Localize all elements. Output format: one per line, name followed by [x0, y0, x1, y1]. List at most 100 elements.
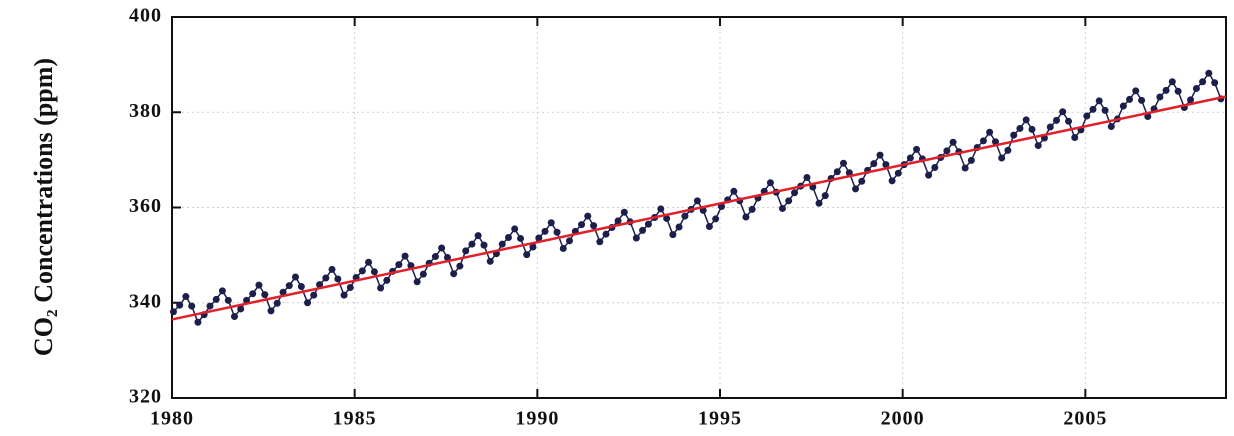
data-point [249, 290, 257, 298]
data-point [498, 240, 506, 248]
data-point [1205, 69, 1213, 77]
data-point [1187, 96, 1195, 104]
data-point [310, 291, 318, 299]
data-point [1028, 125, 1036, 133]
data-point [188, 302, 196, 310]
data-point [456, 262, 464, 270]
data-point [230, 313, 238, 321]
data-point [644, 220, 652, 228]
x-tick-label: 1980 [150, 408, 194, 430]
data-point [431, 253, 439, 261]
y-tick-label: 400 [129, 5, 162, 27]
data-point [438, 244, 446, 252]
data-point [255, 281, 263, 289]
data-point [791, 189, 799, 197]
data-point [328, 265, 336, 273]
data-point [979, 137, 987, 145]
data-point [766, 179, 774, 187]
data-point [1059, 108, 1067, 116]
data-point [322, 274, 330, 282]
data-point [279, 288, 287, 296]
data-point [998, 154, 1006, 162]
data-point [943, 147, 951, 155]
data-point [833, 168, 841, 176]
data-point [1119, 102, 1127, 110]
data-point [705, 223, 713, 231]
data-point [285, 282, 293, 290]
data-point [620, 208, 628, 216]
x-tick-label: 1985 [333, 408, 377, 430]
y-axis-label: CO₂ Concentrations (ppm) [29, 58, 58, 356]
y-tick-label: 340 [129, 290, 162, 312]
x-tick-label: 1995 [698, 408, 742, 430]
data-point [913, 145, 921, 153]
data-point [906, 154, 914, 162]
data-point [1065, 117, 1073, 125]
data-point [297, 283, 305, 291]
data-point [986, 128, 994, 136]
data-point [517, 234, 525, 242]
data-point [1052, 116, 1060, 124]
data-point [1101, 106, 1109, 114]
data-point [1211, 79, 1219, 87]
data-point [176, 301, 184, 309]
data-point [876, 151, 884, 159]
data-point [894, 169, 902, 177]
data-point [182, 293, 190, 301]
data-point [273, 299, 281, 307]
y-tick-label: 360 [129, 195, 162, 217]
data-point [785, 197, 793, 205]
data-point [845, 169, 853, 177]
data-point [383, 276, 391, 284]
data-point [693, 197, 701, 205]
data-point [1046, 123, 1054, 131]
data-point [578, 221, 586, 229]
data-point [730, 187, 738, 195]
data-point [639, 226, 647, 234]
data-point [340, 291, 348, 299]
data-point [1199, 78, 1207, 86]
data-point [169, 308, 177, 316]
data-point [1016, 124, 1024, 132]
data-point [413, 278, 421, 286]
y-tick-label: 320 [129, 386, 162, 408]
data-point [365, 258, 373, 266]
data-point [462, 247, 470, 255]
data-point [931, 163, 939, 171]
data-point [443, 254, 451, 262]
data-point [395, 261, 403, 269]
data-point [480, 241, 488, 249]
data-point [486, 257, 494, 265]
data-point [778, 204, 786, 212]
data-point [821, 192, 829, 200]
data-point [523, 251, 531, 259]
data-point [991, 138, 999, 146]
data-point [602, 230, 610, 238]
data-point [1132, 87, 1140, 95]
data-point [925, 171, 933, 179]
data-point [419, 270, 427, 278]
data-point [657, 205, 665, 213]
data-point [949, 138, 957, 146]
data-point [870, 160, 878, 168]
data-point [852, 185, 860, 193]
x-tick-label: 2000 [881, 408, 925, 430]
data-point [1071, 133, 1079, 141]
data-point [267, 307, 275, 315]
data-point [1010, 131, 1018, 139]
data-point [1192, 84, 1200, 92]
data-point [291, 273, 299, 281]
data-point [504, 234, 512, 242]
data-point [450, 270, 458, 278]
data-point [961, 164, 969, 172]
data-point [565, 237, 573, 245]
data-point [474, 232, 482, 240]
data-point [596, 238, 604, 246]
data-point [815, 199, 823, 207]
data-point [559, 244, 567, 252]
series-line [171, 95, 1227, 321]
data-point [334, 275, 342, 283]
data-point [584, 212, 592, 220]
data-point [614, 217, 622, 225]
data-point [590, 222, 598, 230]
